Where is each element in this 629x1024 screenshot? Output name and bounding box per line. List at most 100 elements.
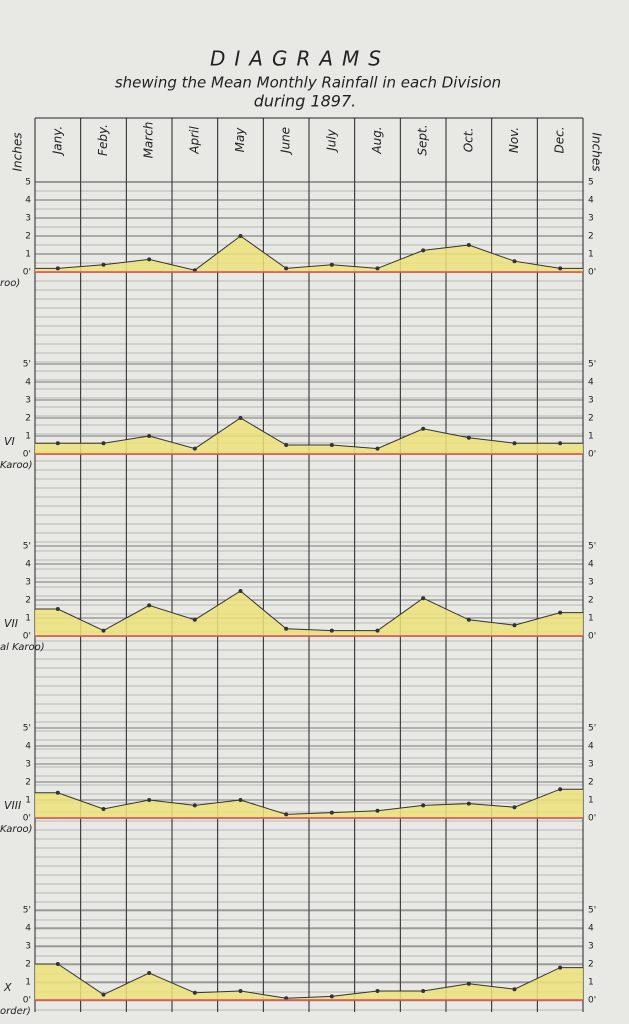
division-sublabel: order) <box>0 1006 31 1017</box>
y-tick-label: 1 <box>25 250 31 260</box>
rain-point <box>101 807 106 811</box>
rain-point <box>466 981 471 986</box>
y-tick-label: 5' <box>588 724 596 734</box>
month-label: Dec. <box>553 126 567 153</box>
month-label: Nov. <box>507 127 521 153</box>
rain-area <box>35 789 583 818</box>
rain-point <box>192 268 197 273</box>
rain-point <box>421 596 426 601</box>
y-tick-label: 0' <box>588 632 596 642</box>
y-tick-label: 3 <box>588 578 594 588</box>
y-tick-label: 0' <box>23 450 31 460</box>
y-tick-label: 5' <box>23 724 31 734</box>
y-tick-label: 2 <box>25 232 31 242</box>
rain-point <box>421 426 426 431</box>
y-tick-label: 3 <box>588 942 594 952</box>
rain-area <box>35 236 583 272</box>
rain-line <box>35 963 583 999</box>
rain-point <box>512 259 517 264</box>
y-tick-label: 2 <box>588 232 594 242</box>
y-tick-label: 0' <box>23 996 31 1006</box>
y-tick-label: 3 <box>25 214 31 224</box>
rain-point <box>55 790 60 795</box>
rain-point <box>421 803 426 808</box>
rain-line <box>35 788 583 815</box>
y-tick-label: 1 <box>588 432 594 442</box>
rain-point <box>329 262 334 267</box>
rain-point <box>466 617 471 622</box>
y-tick-label: 4 <box>25 196 31 206</box>
y-tick-label: 3 <box>25 396 31 406</box>
rain-point <box>55 962 60 966</box>
y-tick-label: 1 <box>588 978 594 988</box>
division-sublabel: Karoo) <box>0 460 33 471</box>
rain-area <box>35 418 583 454</box>
y-tick-label: 0' <box>23 268 31 278</box>
y-tick-label: 4 <box>588 560 594 570</box>
division-label: VI <box>4 435 15 448</box>
y-tick-label: 5 <box>25 178 31 188</box>
rain-line <box>35 590 583 632</box>
rain-point <box>101 628 106 633</box>
y-tick-label: 2 <box>25 960 31 970</box>
rain-point <box>375 266 380 271</box>
y-tick-label: 5' <box>23 360 31 370</box>
y-tick-label: 2 <box>588 960 594 970</box>
rain-point <box>192 990 197 995</box>
rain-line <box>35 417 583 450</box>
rain-point <box>466 435 471 440</box>
month-label: Jany. <box>50 126 64 156</box>
y-tick-label: 3 <box>25 578 31 588</box>
rain-point <box>147 434 152 438</box>
rain-point <box>238 416 243 420</box>
rain-point <box>421 248 426 253</box>
month-label: March <box>142 122 156 159</box>
rain-point <box>147 257 152 262</box>
y-tick-label: 4 <box>588 924 594 934</box>
rain-point <box>192 617 197 622</box>
y-tick-label: 4 <box>25 378 31 388</box>
rain-point <box>558 787 563 792</box>
rain-point <box>512 441 517 446</box>
rain-point <box>558 441 563 446</box>
y-tick-label: 0' <box>588 814 596 824</box>
rain-area <box>35 964 583 1000</box>
rain-point <box>101 992 106 997</box>
rain-point <box>512 623 517 628</box>
division-label: X <box>3 981 12 994</box>
rain-point <box>375 808 380 813</box>
y-tick-label: 5' <box>588 360 596 370</box>
y-tick-label: 5' <box>23 906 31 916</box>
y-tick-label: 0' <box>23 632 31 642</box>
y-tick-label: 4 <box>588 742 594 752</box>
rain-point <box>238 234 243 238</box>
rain-point <box>55 441 60 446</box>
y-tick-label: 2 <box>25 778 31 788</box>
month-label: Feby. <box>96 124 110 156</box>
rain-point <box>238 989 243 993</box>
y-tick-label: 5' <box>23 542 31 552</box>
y-tick-label: 5' <box>588 542 596 552</box>
y-tick-label: 3 <box>25 760 31 770</box>
rain-point <box>147 971 152 975</box>
rain-point <box>512 805 517 810</box>
y-tick-label: 3 <box>25 942 31 952</box>
y-tick-label: 5' <box>588 906 596 916</box>
y-tick-label: 2 <box>588 414 594 424</box>
y-tick-label: 2 <box>25 414 31 424</box>
rain-point <box>284 626 289 631</box>
rain-point <box>238 589 243 593</box>
y-tick-label: 3 <box>588 396 594 406</box>
y-tick-label: 1 <box>25 614 31 624</box>
month-label: May <box>233 127 247 153</box>
rain-point <box>101 441 106 446</box>
month-label: Sept. <box>416 124 430 155</box>
rain-point <box>558 965 563 970</box>
y-tick-label: 2 <box>25 596 31 606</box>
division-label: VIII <box>4 799 21 812</box>
axis-label: Inches <box>11 133 25 172</box>
y-tick-label: 3 <box>588 214 594 224</box>
y-tick-label: 2 <box>588 778 594 788</box>
chart-title: DIAGRAMS <box>210 47 390 71</box>
